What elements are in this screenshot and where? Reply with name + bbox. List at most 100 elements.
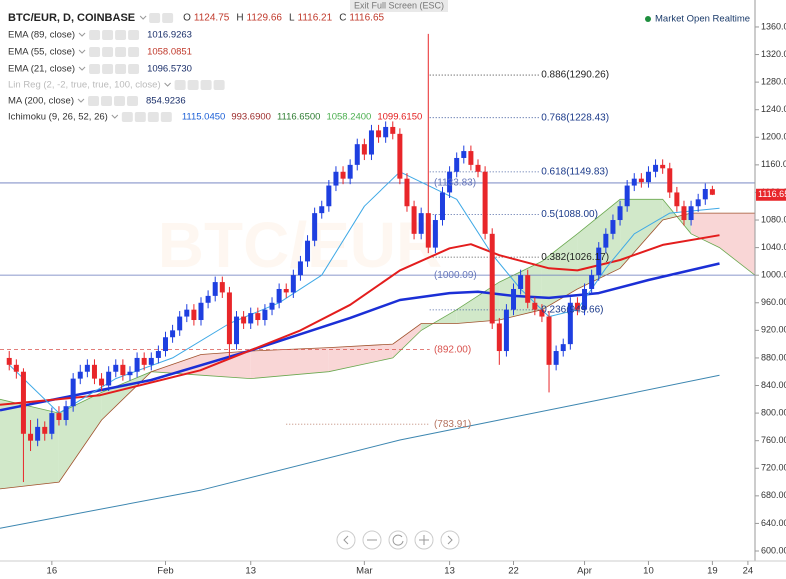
- candle-body: [347, 164, 353, 179]
- legend-icon[interactable]: [115, 47, 127, 57]
- candle-body: [326, 185, 332, 207]
- icon: [392, 534, 404, 546]
- legend-icon[interactable]: [89, 30, 101, 40]
- candle-body: [35, 426, 41, 441]
- candle-body: [582, 288, 588, 310]
- candle-body: [127, 371, 133, 376]
- level-label: (892.00): [434, 344, 471, 355]
- y-tick-label: 1240.00: [761, 104, 786, 114]
- legend-icon[interactable]: [115, 30, 127, 40]
- legend-icon[interactable]: [128, 64, 140, 74]
- candle-body: [333, 171, 339, 186]
- legend-icon[interactable]: [160, 112, 172, 122]
- legend-icon[interactable]: [88, 96, 99, 106]
- legend-icon[interactable]: [162, 13, 174, 23]
- ohlc-value: 1116.65: [349, 13, 384, 24]
- x-tick-label: 24: [743, 566, 754, 577]
- y-tick-label: 800.00: [761, 407, 786, 417]
- candle-body: [84, 364, 90, 372]
- y-tick-label: 1040.00: [761, 242, 786, 252]
- legend-value: 993.6900: [231, 112, 271, 123]
- legend-value: 1058.2400: [326, 112, 371, 123]
- dropdown-arrow: [78, 66, 86, 71]
- candle-body: [262, 309, 268, 321]
- status-dot: [645, 16, 651, 22]
- legend-icon[interactable]: [115, 64, 127, 74]
- candle-body: [603, 233, 609, 248]
- legend-icon[interactable]: [89, 64, 101, 74]
- candle-body: [461, 151, 467, 158]
- candle-body: [361, 144, 367, 155]
- legend-icon[interactable]: [147, 112, 159, 122]
- candle-body: [234, 316, 240, 345]
- scroll-left-button[interactable]: [336, 530, 356, 550]
- ichimoku-span-a: [0, 198, 755, 414]
- legend-icon[interactable]: [101, 96, 112, 106]
- x-tick-label: 22: [508, 566, 519, 577]
- candle-body: [411, 206, 417, 234]
- icon: [447, 535, 453, 545]
- candle-body: [241, 316, 247, 324]
- overlay: 0.886(1290.26) 0.768(1228.43) 0.618(1149.8…: [8, 12, 609, 430]
- dropdown-arrow: [78, 32, 86, 37]
- candle-body: [518, 275, 524, 289]
- x-tick-label: Feb: [157, 566, 173, 577]
- indicator-line: [0, 234, 720, 406]
- candle-body: [468, 151, 474, 165]
- level-label: 0.236(949.66): [541, 305, 603, 316]
- indicator-line: [0, 374, 720, 529]
- y-tick-label: 600.00: [761, 545, 786, 555]
- legend-icon[interactable]: [149, 13, 161, 23]
- legend-name: EMA (21, close): [8, 64, 75, 75]
- candle-body: [496, 323, 502, 352]
- icon: [343, 535, 349, 545]
- cloud-segment: [58, 392, 102, 483]
- candle-body: [425, 213, 431, 248]
- scroll-right-button[interactable]: [440, 530, 460, 550]
- candle-body: [141, 357, 147, 365]
- legend-icon[interactable]: [102, 47, 114, 57]
- level-label: 0.382(1026.17): [541, 252, 609, 263]
- ohlc-value: 1116.21: [298, 13, 333, 24]
- y-tick-label: 1080.00: [761, 214, 786, 224]
- legend-icon[interactable]: [128, 30, 140, 40]
- legend-icon[interactable]: [114, 96, 125, 106]
- legend-icon[interactable]: [102, 64, 114, 74]
- ichimoku-span-b: [0, 212, 755, 490]
- candle-body: [560, 344, 566, 352]
- legend-icon[interactable]: [187, 80, 199, 90]
- legend-icon[interactable]: [174, 80, 186, 90]
- reset-button[interactable]: [388, 530, 408, 550]
- legend-icon[interactable]: [127, 96, 138, 106]
- candle-body: [667, 168, 673, 193]
- candle-body: [28, 433, 34, 441]
- candle-body: [383, 126, 389, 138]
- legend-icon[interactable]: [128, 47, 140, 57]
- candle-body: [155, 351, 161, 358]
- cloud-segment: [691, 213, 720, 248]
- candle-body: [653, 164, 659, 172]
- legend-name: MA (200, close): [8, 96, 74, 107]
- candle-body: [113, 364, 119, 372]
- exit-fullscreen-button[interactable]: [350, 0, 448, 12]
- candle-body: [134, 357, 140, 372]
- y-tick-label: 760.00: [761, 435, 786, 445]
- legend-icon[interactable]: [134, 112, 146, 122]
- candle-body: [404, 178, 410, 207]
- candle-body: [269, 302, 275, 310]
- candle-body: [418, 213, 424, 234]
- legend-icon[interactable]: [121, 112, 133, 122]
- candle-body: [432, 220, 438, 248]
- legend-icon[interactable]: [89, 47, 101, 57]
- level-label: 0.886(1290.26): [541, 70, 609, 81]
- candle-body: [148, 357, 154, 365]
- candle-body: [645, 171, 651, 183]
- ohlc-label: C: [339, 13, 346, 24]
- candle-body: [589, 275, 595, 289]
- legend-icon[interactable]: [213, 80, 225, 90]
- legend-icon[interactable]: [102, 30, 114, 40]
- legend-icon[interactable]: [200, 80, 212, 90]
- candle-body: [489, 233, 495, 324]
